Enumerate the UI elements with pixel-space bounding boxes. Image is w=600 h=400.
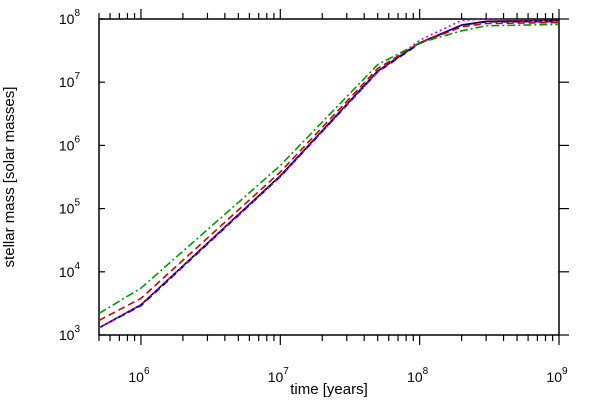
x-axis-title: time [years]	[290, 381, 368, 398]
y-tick-label: 104	[59, 261, 81, 280]
y-tick-label: 107	[59, 71, 81, 90]
x-tick-labels: 106 107 108 109	[128, 366, 568, 385]
plot-frame	[98, 18, 560, 336]
x-tick-label: 106	[128, 366, 150, 385]
x-tick-label: 109	[546, 366, 568, 385]
series-line-2	[98, 20, 560, 329]
y-tick-label: 105	[59, 198, 81, 217]
series-line-5	[98, 23, 560, 315]
y-tick-label: 108	[59, 8, 81, 27]
y-axis-title: stellar mass [solar masses]	[1, 87, 18, 268]
major-ticks	[99, 9, 569, 345]
y-tick-label: 103	[59, 324, 81, 343]
x-tick-label: 107	[268, 366, 290, 385]
y-tick-label: 106	[59, 134, 81, 153]
series-layer	[98, 18, 560, 329]
x-tick-label: 108	[407, 366, 429, 385]
y-tick-labels: 103 104 105 106 107 108	[59, 8, 81, 343]
series-line-4	[98, 21, 560, 322]
minor-ticks	[98, 13, 554, 341]
